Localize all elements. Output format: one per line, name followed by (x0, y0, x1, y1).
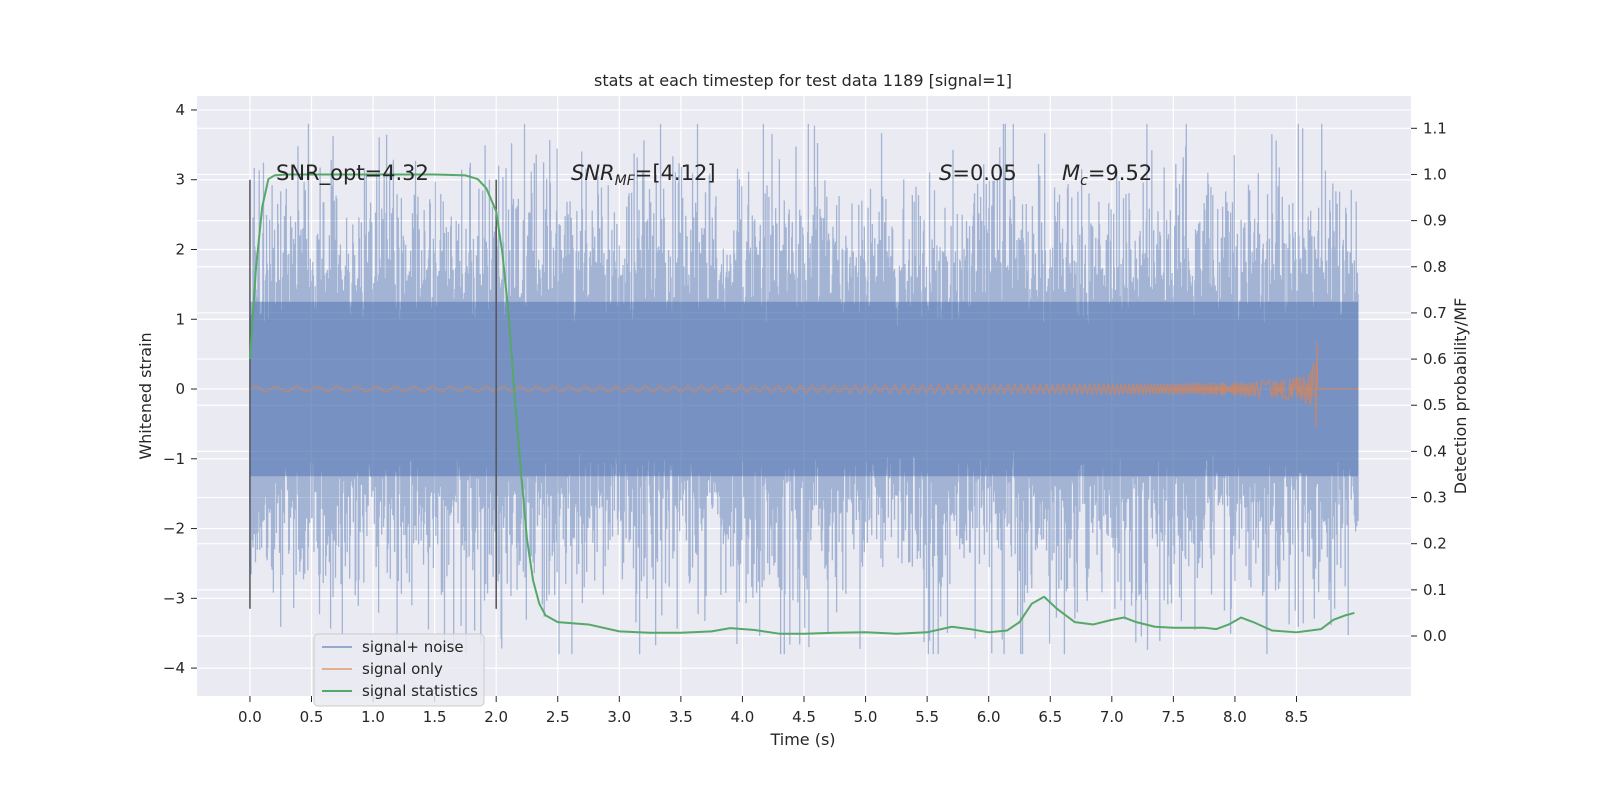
annotations: SNR_opt=4.32 SNRMF=[4.12] S=0.05 Mc=9.52 (276, 161, 1152, 189)
mc-value: =9.52 (1088, 161, 1152, 185)
mc-symbol: M (1062, 161, 1080, 185)
signal-only-series (249, 341, 1359, 428)
y2-axis-label: Detection probability/MF (1451, 298, 1470, 495)
x-tick-label: 4.5 (792, 708, 816, 726)
x-tick-label: 1.0 (361, 708, 385, 726)
annotation-snr-mf: SNRMF=[4.12] (571, 161, 716, 189)
left-tick-label: −3 (163, 589, 185, 607)
x-tick-label: 3.0 (607, 708, 631, 726)
right-tick-label: 0.4 (1423, 442, 1447, 460)
annotation-s: S=0.05 (939, 161, 1017, 185)
annotation-snr-opt: SNR_opt=4.32 (276, 161, 429, 186)
left-tick-label: 2 (175, 240, 185, 258)
right-tick-label: 0.6 (1423, 350, 1447, 368)
legend-box (313, 633, 485, 707)
right-tick-label: 1.1 (1423, 119, 1447, 137)
right-y-axis: 0.0 0.1 0.2 0.3 0.4 0.5 0.6 0.7 0.8 0.9 1.0 1.1 (1411, 119, 1447, 645)
left-tick-label: 1 (175, 310, 185, 328)
x-tick-label: 5.5 (915, 708, 939, 726)
x-tick-label: 4.0 (731, 708, 755, 726)
x-tick-label: 6.0 (977, 708, 1001, 726)
right-tick-label: 1.0 (1423, 165, 1447, 183)
x-tick-label: 5.0 (854, 708, 878, 726)
right-tick-label: 0.0 (1423, 627, 1447, 645)
left-y-axis: −4 −3 −2 −1 0 1 2 3 4 (163, 101, 197, 677)
legend-label-signal-statistics: signal statistics (362, 682, 478, 700)
chirp-trace (249, 341, 1359, 428)
statistics-line (248, 173, 1355, 635)
left-tick-label: −4 (163, 659, 185, 677)
y-axis-label: Whitened strain (136, 332, 155, 459)
x-tick-label: 2.0 (484, 708, 508, 726)
x-axis: 0.0 0.5 1.0 1.5 2.0 2.5 3.0 3.5 4.0 4.5 5.0 5.5 6.0 6… (238, 696, 1308, 726)
x-tick-label: 1.5 (423, 708, 447, 726)
right-tick-label: 0.3 (1423, 489, 1447, 507)
x-tick-label: 7.5 (1161, 708, 1185, 726)
x-tick-label: 3.5 (669, 708, 693, 726)
snr-mf-subscript: MF (615, 173, 636, 189)
legend-label-signal-noise: signal+ noise (362, 638, 464, 656)
vertical-markers (249, 179, 497, 609)
left-tick-label: −1 (163, 450, 185, 468)
right-tick-label: 0.2 (1423, 535, 1447, 553)
x-axis-label: Time (s) (769, 730, 835, 749)
right-tick-label: 0.5 (1423, 396, 1447, 414)
left-tick-label: 4 (175, 101, 185, 119)
right-tick-label: 0.8 (1423, 258, 1447, 276)
right-tick-label: 0.9 (1423, 212, 1447, 230)
x-tick-label: 8.5 (1285, 708, 1309, 726)
signal-statistics-series (248, 173, 1355, 635)
snr-mf-value: =[4.12] (635, 161, 716, 185)
x-tick-label: 6.5 (1038, 708, 1062, 726)
snr-mf-symbol: SNR (571, 161, 615, 185)
legend-label-signal-only: signal only (362, 660, 443, 678)
chart-title: stats at each timestep for test data 118… (594, 71, 1012, 90)
left-tick-label: −2 (163, 520, 185, 538)
legend: signal+ noise signal only signal statist… (313, 633, 485, 707)
x-tick-label: 0.5 (300, 708, 324, 726)
x-tick-label: 2.5 (546, 708, 570, 726)
right-tick-label: 0.1 (1423, 581, 1447, 599)
left-tick-label: 0 (175, 380, 185, 398)
s-value: =0.05 (952, 161, 1016, 185)
x-tick-label: 8.0 (1223, 708, 1247, 726)
s-symbol: S (939, 161, 952, 185)
right-tick-label: 0.7 (1423, 304, 1447, 322)
mc-subscript: c (1080, 173, 1088, 189)
left-tick-label: 3 (175, 171, 185, 189)
x-tick-label: 7.0 (1100, 708, 1124, 726)
annotation-mc: Mc=9.52 (1062, 161, 1152, 189)
x-tick-label: 0.0 (238, 708, 262, 726)
